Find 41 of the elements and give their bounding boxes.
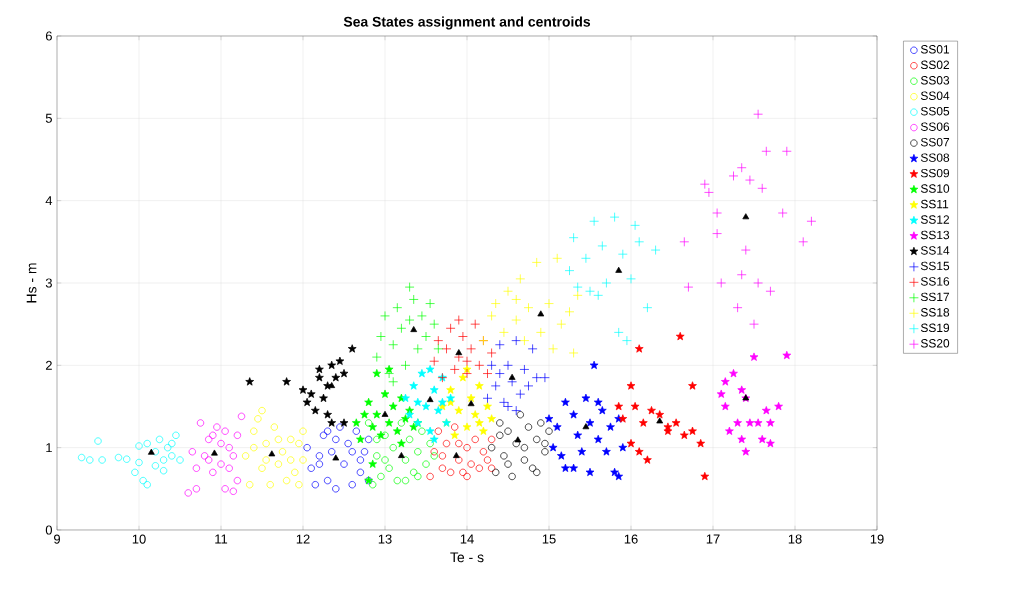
- legend-label: SS06: [920, 122, 950, 131]
- legend-label: SS20: [920, 339, 950, 348]
- legend-label: SS08: [920, 153, 950, 162]
- x-tick-label: 17: [706, 534, 720, 544]
- x-tick-label: 10: [132, 534, 146, 544]
- legend-label: SS17: [920, 292, 950, 302]
- x-tick-label: 16: [624, 534, 638, 544]
- legend-label: SS10: [920, 184, 950, 193]
- x-tick-label: 19: [870, 534, 884, 544]
- x-tick-label: 15: [542, 534, 556, 544]
- legend-label: SS15: [920, 261, 950, 271]
- x-axis-title: Te - s: [450, 552, 484, 563]
- y-tick-label: 5: [45, 113, 52, 123]
- legend-label: SS18: [920, 308, 950, 317]
- legend-label: SS19: [920, 323, 950, 333]
- legend-label: SS16: [920, 277, 950, 286]
- x-tick-label: 14: [460, 534, 474, 544]
- x-tick-label: 18: [788, 534, 802, 544]
- y-tick-label: 1: [46, 443, 52, 453]
- legend-label: SS07: [920, 137, 950, 147]
- legend-label: SS02: [920, 60, 950, 70]
- y-axis-title: Hs - m: [26, 263, 37, 303]
- y-tick-label: 0: [45, 525, 52, 535]
- y-tick-label: 3: [45, 278, 52, 288]
- legend-label: SS03: [920, 76, 950, 85]
- legend-label: SS09: [920, 168, 950, 178]
- legend-label: SS13: [920, 230, 950, 240]
- legend-label: SS14: [920, 246, 950, 255]
- x-tick-label: 13: [378, 534, 392, 544]
- x-tick-label: 9: [54, 534, 60, 544]
- y-tick-label: 6: [45, 31, 52, 41]
- legend-label: SS04: [920, 91, 950, 100]
- legend-label: SS12: [920, 215, 950, 224]
- x-tick-label: 12: [296, 534, 310, 544]
- y-tick-label: 4: [45, 196, 53, 206]
- y-tick-label: 2: [45, 360, 52, 370]
- legend-label: SS05: [920, 107, 950, 116]
- x-tick-label: 11: [215, 534, 228, 544]
- legend-label: SS01: [920, 45, 950, 54]
- chart-title: Sea States assignment and centroids: [343, 16, 591, 30]
- legend-label: SS11: [920, 199, 949, 209]
